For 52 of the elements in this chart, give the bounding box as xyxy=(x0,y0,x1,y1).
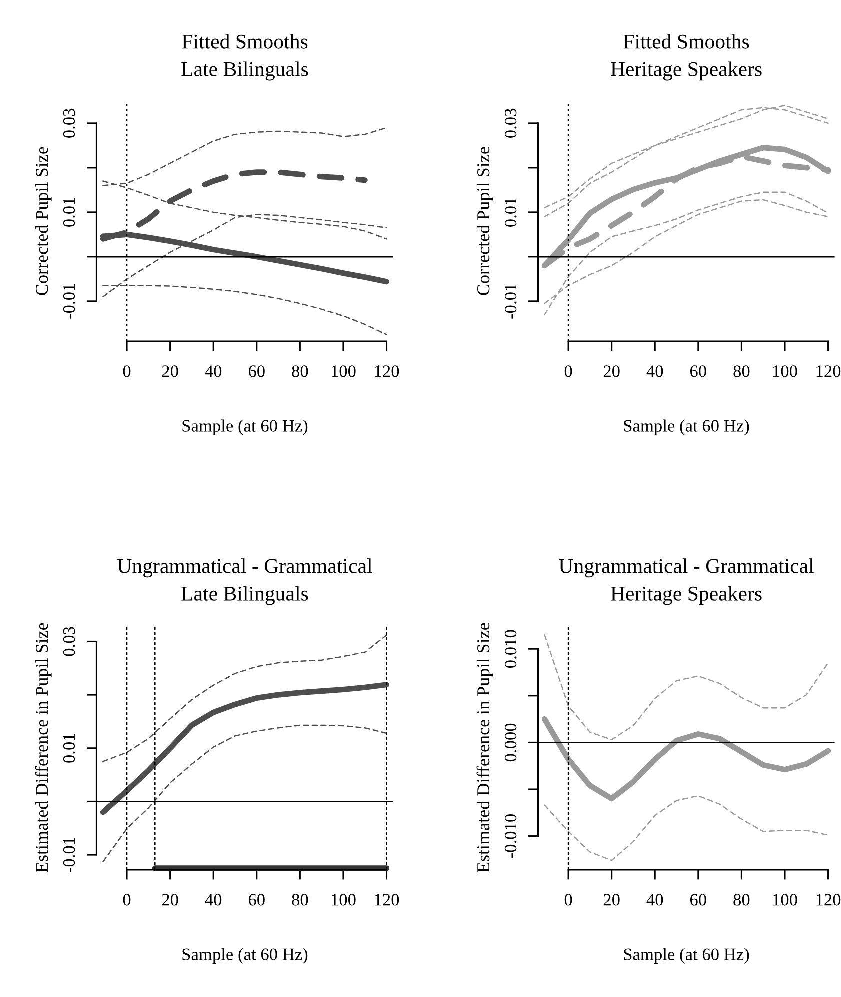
y-tick-label: 0.01 xyxy=(63,198,76,227)
y-axis-title: Estimated Difference in Pupil Size xyxy=(35,623,52,873)
x-tick-label: 40 xyxy=(205,894,222,906)
x-tick-label: 80 xyxy=(734,894,750,906)
x-tick-label: 40 xyxy=(646,366,664,378)
y-tick-label: 0.03 xyxy=(63,627,76,656)
chart-title: Ungrammatical - Grammatical Late Bilinguals xyxy=(118,558,372,606)
y-tick-label: -0.01 xyxy=(63,838,76,872)
x-tick-label: 60 xyxy=(248,894,265,906)
x-tick-label: 100 xyxy=(332,366,356,378)
y-tick-label: 0.010 xyxy=(504,630,517,668)
y-tick-label: -0.01 xyxy=(504,284,517,319)
y-tick-label: 0.01 xyxy=(504,198,517,227)
x-tick-label: 80 xyxy=(292,366,308,378)
chart-title: Ungrammatical - Grammatical Heritage Speakers xyxy=(559,558,814,606)
chart-title: Fitted Smooths Late Bilinguals xyxy=(182,34,308,81)
x-tick-label: 120 xyxy=(375,366,400,378)
x-axis-title: Sample (at 60 Hz) xyxy=(182,420,308,436)
x-tick-label: 100 xyxy=(332,894,356,906)
y-tick-label: 0.03 xyxy=(504,108,517,138)
x-tick-label: 60 xyxy=(690,366,706,378)
y-tick-label: -0.01 xyxy=(63,284,76,319)
x-tick-label: 120 xyxy=(375,894,400,906)
y-tick-label: 0.01 xyxy=(63,734,76,763)
y-tick-label: 0.000 xyxy=(504,724,517,762)
y-tick-label: 0.03 xyxy=(63,108,76,138)
x-axis-title: Sample (at 60 Hz) xyxy=(624,948,750,964)
x-tick-label: 20 xyxy=(604,366,620,378)
x-tick-label: 0 xyxy=(123,894,131,906)
x-tick-label: 20 xyxy=(162,366,178,378)
x-tick-label: 100 xyxy=(774,366,798,378)
x-tick-label: 60 xyxy=(248,366,265,378)
x-tick-label: 40 xyxy=(205,366,222,378)
x-tick-label: 20 xyxy=(604,894,620,906)
x-axis-title: Sample (at 60 Hz) xyxy=(182,948,308,964)
x-tick-label: 60 xyxy=(690,894,706,906)
y-axis-title: Estimated Difference in Pupil Size xyxy=(476,623,494,873)
x-tick-label: 0 xyxy=(564,366,572,378)
x-tick-label: 0 xyxy=(123,366,131,378)
x-tick-label: 80 xyxy=(734,366,750,378)
x-tick-label: 120 xyxy=(816,366,841,378)
y-axis-title: Corrected Pupil Size xyxy=(35,147,52,296)
x-tick-label: 80 xyxy=(292,894,308,906)
chart-title: Fitted Smooths Heritage Speakers xyxy=(611,34,762,81)
y-tick-label: -0.010 xyxy=(504,814,517,858)
x-tick-label: 40 xyxy=(646,894,664,906)
x-tick-label: 0 xyxy=(564,894,572,906)
x-axis-title: Sample (at 60 Hz) xyxy=(624,420,750,436)
y-axis-title: Corrected Pupil Size xyxy=(476,147,494,296)
x-tick-label: 120 xyxy=(816,894,841,906)
x-tick-label: 20 xyxy=(162,894,178,906)
x-tick-label: 100 xyxy=(774,894,798,906)
